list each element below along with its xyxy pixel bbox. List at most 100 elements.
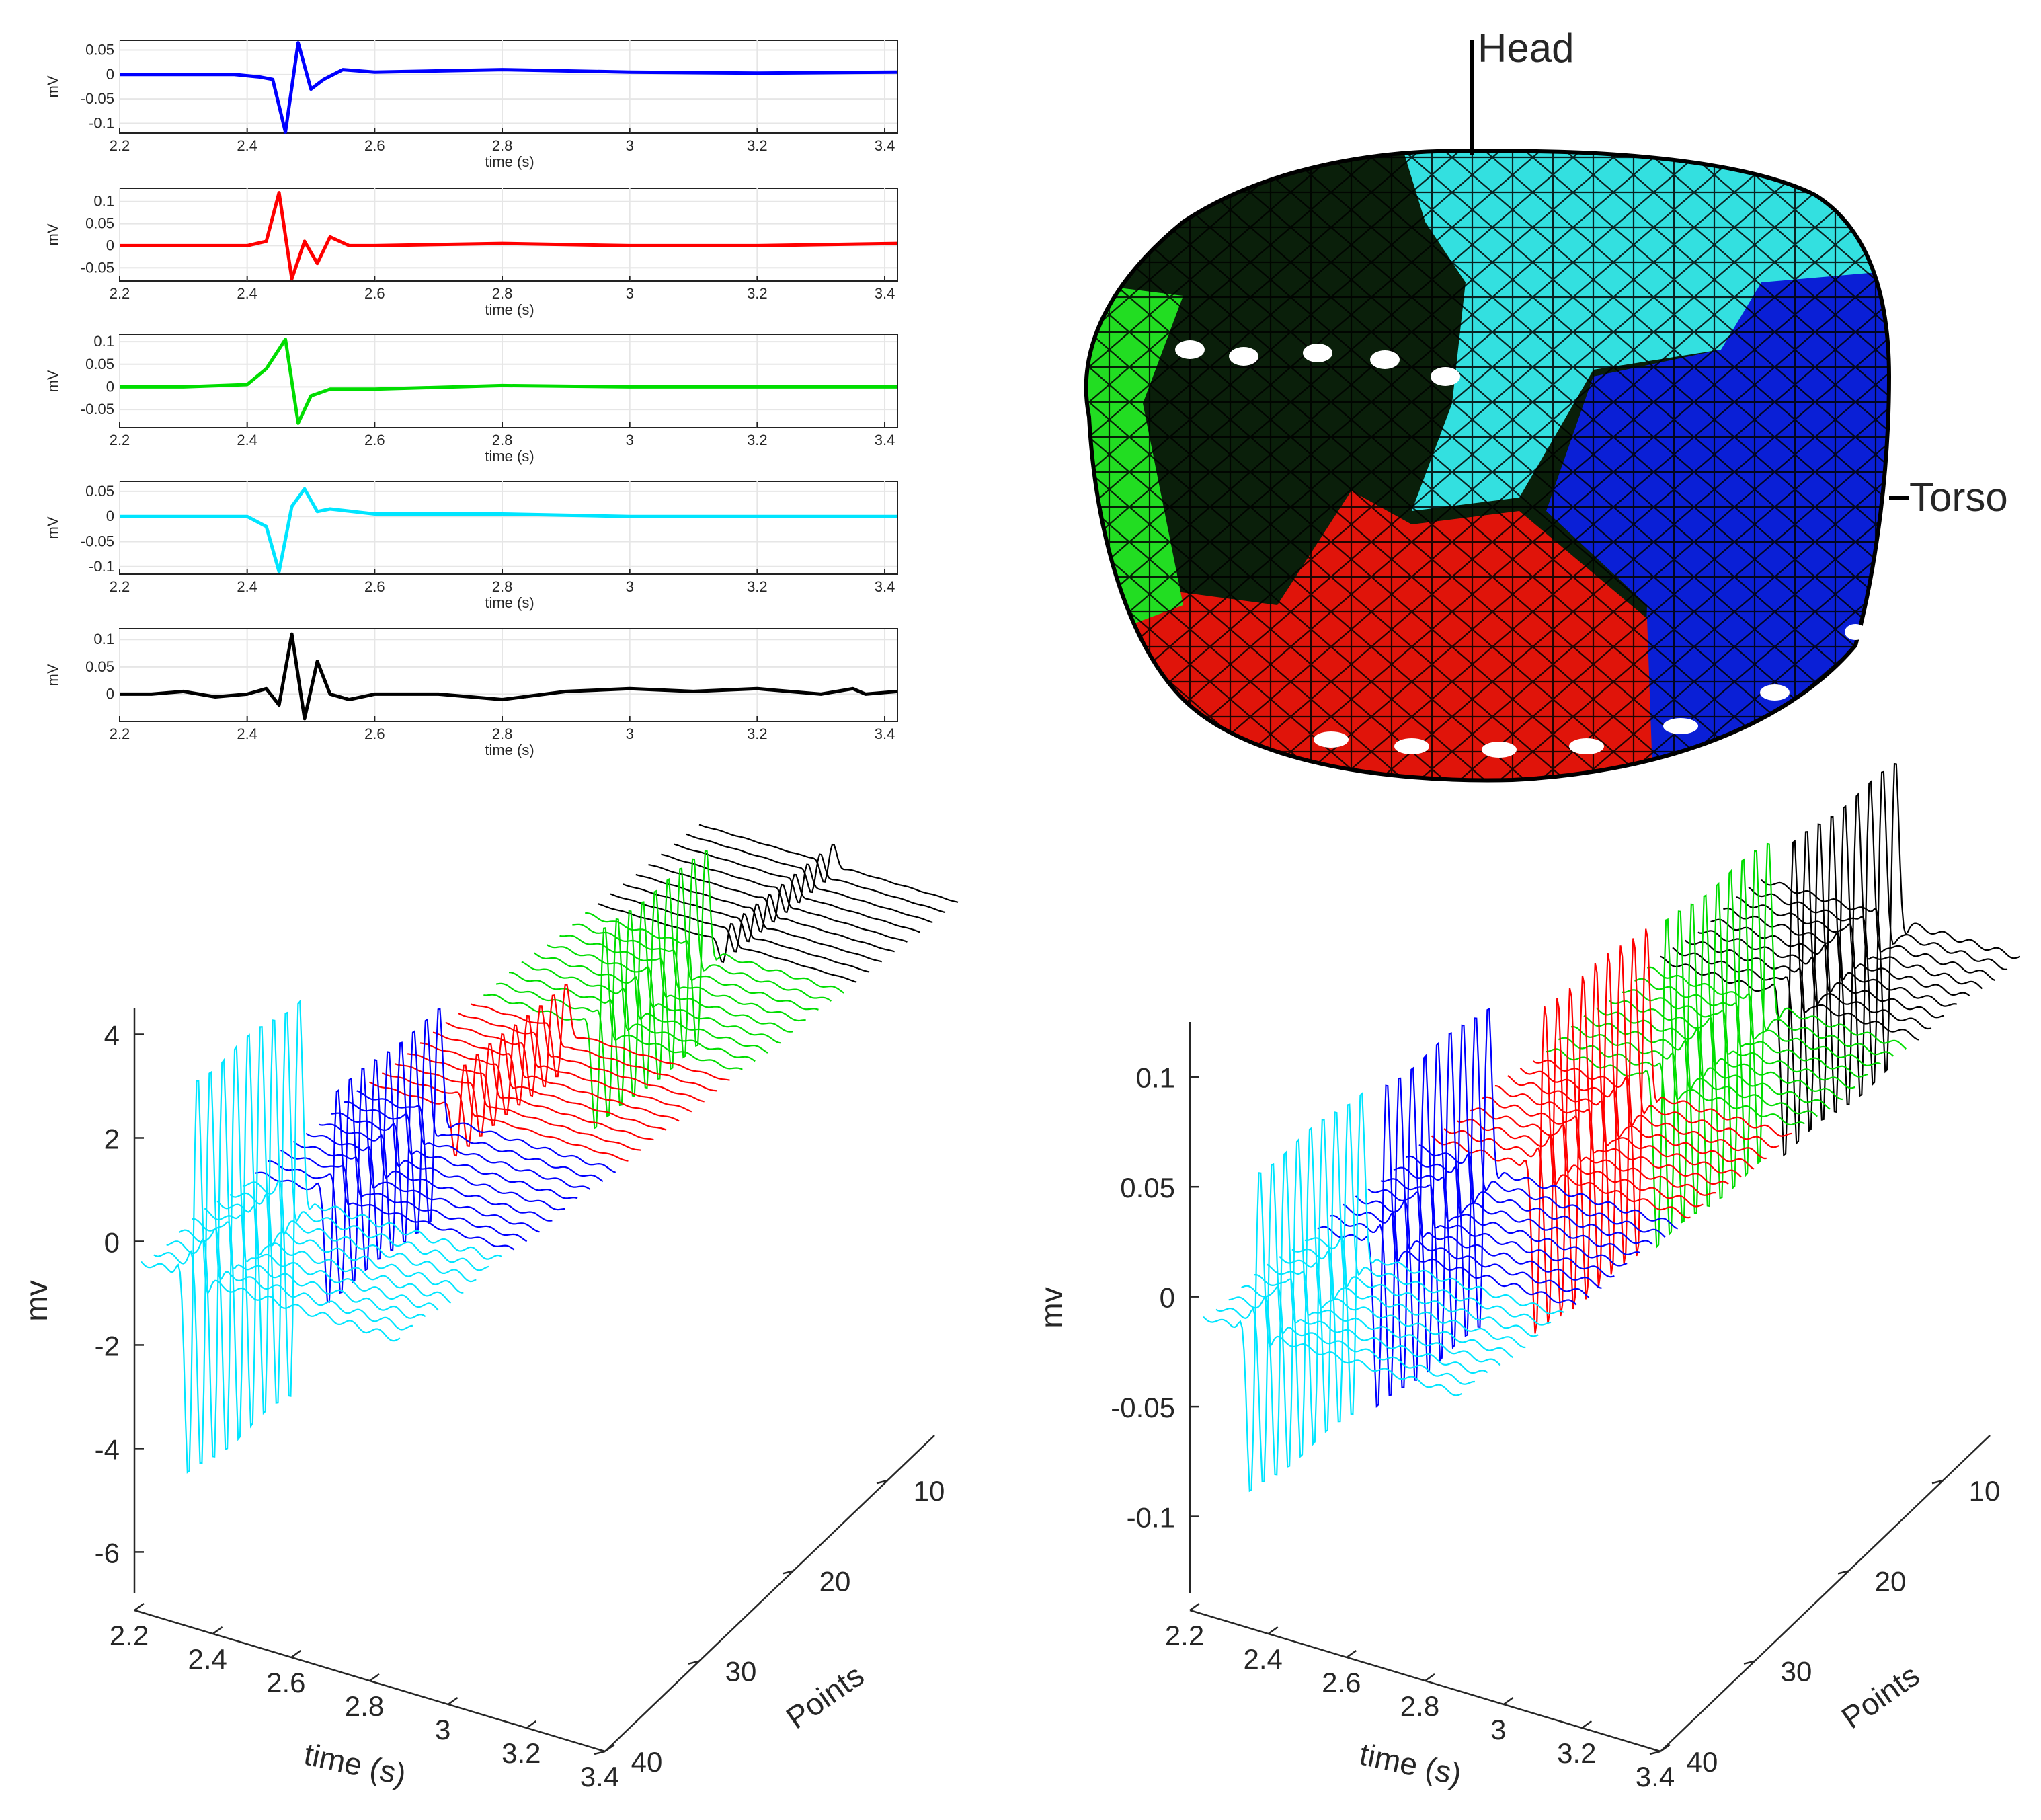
time-tick-label: 2.2 <box>110 1620 149 1651</box>
trace-line <box>508 910 768 1107</box>
trace-line <box>1343 1066 1602 1389</box>
time-tick-label: 2.4 <box>1243 1643 1282 1675</box>
trace-line <box>686 833 946 914</box>
y-tick-label: -0.1 <box>89 558 114 575</box>
trace-line <box>1710 805 1970 1113</box>
y-tick-label: -0.05 <box>81 259 114 276</box>
time-tick-label: 3 <box>1490 1714 1506 1745</box>
time-tick <box>447 1696 458 1706</box>
head-outline <box>1084 149 1892 783</box>
time-tick-label: 3.2 <box>1557 1737 1596 1769</box>
x-tick-label: 2.2 <box>110 432 130 448</box>
trace-line <box>1685 823 1945 1132</box>
depth-tick <box>1743 1660 1755 1665</box>
trace-line <box>1697 816 1957 1121</box>
y-tick-label: 0.05 <box>1120 1172 1175 1203</box>
y-tick-label: -0.1 <box>1127 1502 1175 1534</box>
depth-axis-line <box>604 1435 935 1752</box>
y-tick-label: -6 <box>95 1537 120 1569</box>
x-tick-label: 2.8 <box>492 285 513 302</box>
x-tick-label: 2.2 <box>110 137 130 154</box>
y-tick-label: 4 <box>104 1019 120 1051</box>
trace-line <box>1469 975 1729 1310</box>
time-tick <box>212 1626 223 1635</box>
x-tick-label: 3.4 <box>875 137 895 154</box>
y-tick-label: 0.1 <box>1136 1062 1175 1094</box>
time-tick <box>369 1673 380 1682</box>
trace-line <box>1532 928 1792 1257</box>
x-tick-label: 3 <box>626 725 634 742</box>
x-tick-label: 3.4 <box>875 285 895 302</box>
x-tick-label: 3.2 <box>747 285 768 302</box>
trace-line <box>432 1015 692 1113</box>
y-tick-label: 0.05 <box>85 356 114 372</box>
trace-line <box>419 1024 680 1122</box>
trace-line <box>585 850 844 1047</box>
x-axis-label: time (s) <box>485 594 534 611</box>
depth-axis-label: Points <box>780 1657 871 1735</box>
trace-line <box>1519 938 1780 1264</box>
y-tick-label: -0.05 <box>81 90 114 107</box>
signal-line <box>120 338 897 425</box>
y-tick-label: 0.05 <box>85 215 114 232</box>
y-axis-label: mV <box>44 516 61 539</box>
x-axis-label: time (s) <box>485 742 534 758</box>
trace-line <box>445 1005 705 1103</box>
y-tick-label: 0 <box>106 685 114 702</box>
trace-line <box>1748 770 2008 1086</box>
trace-line <box>141 1080 401 1474</box>
time-axis-label: time (s) <box>301 1736 409 1792</box>
x-tick-label: 2.4 <box>237 725 257 742</box>
signal-line <box>120 41 898 134</box>
mesh-wireframe <box>1086 151 1889 781</box>
trace-line <box>1228 1150 1488 1476</box>
trace-line <box>216 1019 477 1415</box>
trace-line <box>458 994 717 1092</box>
y-tick-label: 0 <box>106 508 114 524</box>
time-tick <box>1503 1696 1514 1706</box>
trace-line <box>1304 1092 1564 1415</box>
time-tick <box>526 1720 537 1729</box>
depth-tick-label: 40 <box>631 1746 663 1778</box>
y-tick-label: -4 <box>95 1433 120 1465</box>
trace-line <box>1622 858 1881 1190</box>
x-tick-label: 3 <box>626 285 634 302</box>
x-tick-label: 3.2 <box>747 137 768 154</box>
trace-line <box>268 1077 528 1294</box>
trace-line <box>1646 842 1907 1164</box>
panel-3: 2.2 2.4 2.6 2.8 3 3.2 3.4 0.1 0.05 0 -0.05 time (s)… <box>44 333 898 465</box>
y-tick-label: 0.05 <box>85 42 114 58</box>
trace-line <box>166 1058 426 1458</box>
trace-line <box>1266 1119 1526 1446</box>
trace-line <box>496 918 756 1118</box>
trace-line <box>1241 1138 1501 1468</box>
small-panels: 2.2 2.4 2.6 2.8 3 3.2 3.4 0.05 0 -0.05 -0.1 time (s… <box>44 40 898 758</box>
time-tick <box>290 1649 302 1659</box>
trace-line <box>179 1044 439 1451</box>
depth-tick <box>1649 1750 1661 1755</box>
x-tick-label: 3.2 <box>747 432 768 448</box>
trace-line <box>673 843 933 924</box>
x-tick-label: 2.2 <box>110 725 130 742</box>
trace-line <box>1367 1041 1628 1373</box>
depth-axis-label: Points <box>1835 1657 1926 1735</box>
x-tick-label: 2.6 <box>364 432 385 448</box>
time-tick-label: 3 <box>435 1714 450 1745</box>
time-tick <box>1581 1720 1593 1729</box>
time-tick <box>1425 1673 1435 1682</box>
trace-line <box>547 877 806 1080</box>
x-tick-label: 2.6 <box>364 578 385 595</box>
trace-line <box>356 1008 616 1224</box>
depth-tick-label: 10 <box>1969 1475 2001 1507</box>
y-tick-label: -2 <box>95 1330 120 1361</box>
y-axis-label: mV <box>44 75 61 97</box>
y-tick-label: 0 <box>104 1226 120 1258</box>
trace-line <box>242 999 502 1397</box>
panel-4: 2.2 2.4 2.6 2.8 3 3.2 3.4 0.05 0 -0.05 -0.1 time (s… <box>44 481 898 611</box>
y-tick-label: 0.1 <box>93 333 114 350</box>
trace-line <box>1279 1111 1539 1433</box>
y-tick-label: 0.05 <box>85 658 114 675</box>
trace-line <box>1406 1017 1666 1337</box>
